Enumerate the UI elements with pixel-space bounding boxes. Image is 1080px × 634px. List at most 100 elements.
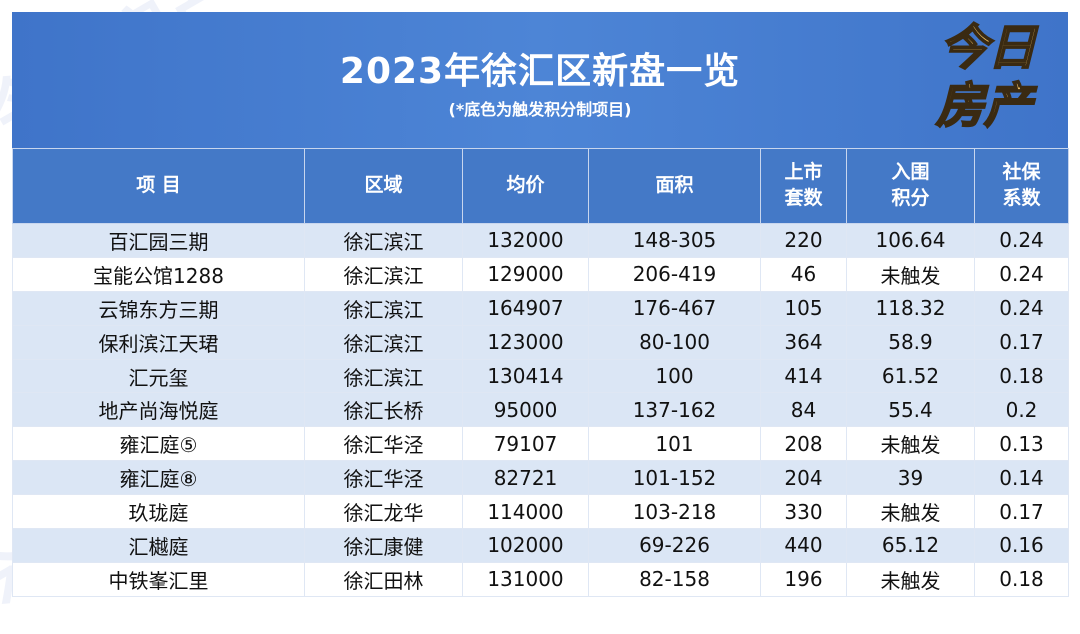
page-title: 2023年徐汇区新盘一览 <box>339 51 741 92</box>
logo-text-bottom: 房产 <box>935 78 1033 134</box>
price-cell: 132000 <box>462 223 589 258</box>
table-row: 汇元玺 徐汇滨江 130414 100 414 61.52 0.18 <box>12 358 1069 394</box>
area-cell: 徐汇滨江 <box>304 223 463 258</box>
column-header: 入围 积分 <box>846 148 975 224</box>
column-header: 均价 <box>462 148 589 224</box>
ratio-cell: 0.14 <box>974 460 1069 496</box>
ratio-cell: 0.13 <box>974 426 1069 462</box>
size-cell: 80-100 <box>588 324 761 360</box>
units-cell: 440 <box>760 528 847 563</box>
price-cell: 164907 <box>462 290 589 326</box>
project-name-cell: 汇樾庭 <box>12 528 305 563</box>
score-cell: 106.64 <box>846 223 975 258</box>
ratio-cell: 0.2 <box>974 392 1069 428</box>
size-cell: 103-218 <box>588 494 761 530</box>
units-cell: 330 <box>760 494 847 530</box>
table-header-row: 项 目区域 均价 面积 上市 套数 入围 积分 社保 系数 <box>12 148 1069 224</box>
units-cell: 220 <box>760 223 847 258</box>
score-cell: 58.9 <box>846 324 975 360</box>
size-cell: 101-152 <box>588 460 761 496</box>
title-banner: 2023年徐汇区新盘一览 (*底色为触发积分制项目) 今日 房产 <box>12 12 1068 148</box>
size-cell: 206-419 <box>588 256 761 292</box>
area-cell: 徐汇滨江 <box>304 290 463 326</box>
units-cell: 84 <box>760 392 847 428</box>
table-row: 云锦东方三期 徐汇滨江 164907 176-467 105 118.32 0.24 <box>12 290 1069 326</box>
column-header: 上市 套数 <box>760 148 847 224</box>
units-cell: 208 <box>760 426 847 462</box>
column-header: 社保 系数 <box>974 148 1069 224</box>
size-cell: 137-162 <box>588 392 761 428</box>
brand-logo: 今日 房产 <box>935 20 1054 144</box>
score-cell: 118.32 <box>846 290 975 326</box>
area-cell: 徐汇康健 <box>304 528 463 563</box>
score-cell: 未触发 <box>846 494 975 530</box>
size-cell: 100 <box>588 358 761 394</box>
project-name-cell: 宝能公馆1288 <box>12 256 305 292</box>
table-row: 雍汇庭⑤ 徐汇华泾 79107 101 208 未触发 0.13 <box>12 426 1069 462</box>
price-cell: 130414 <box>462 358 589 394</box>
size-cell: 148-305 <box>588 223 761 258</box>
size-cell: 101 <box>588 426 761 462</box>
project-name-cell: 中铁峯汇里 <box>12 561 305 597</box>
score-cell: 未触发 <box>846 561 975 597</box>
price-cell: 114000 <box>462 494 589 530</box>
ratio-cell: 0.16 <box>974 528 1069 563</box>
area-cell: 徐汇滨江 <box>304 324 463 360</box>
price-cell: 79107 <box>462 426 589 462</box>
size-cell: 82-158 <box>588 561 761 597</box>
units-cell: 364 <box>760 324 847 360</box>
projects-table: 项 目区域 均价 面积 上市 套数 入围 积分 社保 系数 百汇园三期 徐汇滨江 132000… <box>12 148 1069 597</box>
area-cell: 徐汇田林 <box>304 561 463 597</box>
units-cell: 204 <box>760 460 847 496</box>
column-header: 区域 <box>304 148 463 224</box>
table-row: 宝能公馆1288 徐汇滨江 129000 206-419 46 未触发 0.24 <box>12 256 1069 292</box>
score-cell: 65.12 <box>846 528 975 563</box>
project-name-cell: 保利滨江天珺 <box>12 324 305 360</box>
table-row: 玖珑庭 徐汇龙华 114000 103-218 330 未触发 0.17 <box>12 494 1069 530</box>
table-row: 中铁峯汇里 徐汇田林 131000 82-158 196 未触发 0.18 <box>12 561 1069 597</box>
price-cell: 129000 <box>462 256 589 292</box>
area-cell: 徐汇长桥 <box>304 392 463 428</box>
price-cell: 82721 <box>462 460 589 496</box>
price-cell: 95000 <box>462 392 589 428</box>
ratio-cell: 0.24 <box>974 290 1069 326</box>
project-name-cell: 雍汇庭⑧ <box>12 460 305 496</box>
project-name-cell: 雍汇庭⑤ <box>12 426 305 462</box>
size-cell: 176-467 <box>588 290 761 326</box>
content-panel: 2023年徐汇区新盘一览 (*底色为触发积分制项目) 今日 房产 项 目区域 均价… <box>12 12 1069 608</box>
price-cell: 131000 <box>462 561 589 597</box>
units-cell: 196 <box>760 561 847 597</box>
project-name-cell: 云锦东方三期 <box>12 290 305 326</box>
area-cell: 徐汇滨江 <box>304 358 463 394</box>
project-name-cell: 百汇园三期 <box>12 223 305 258</box>
area-cell: 徐汇龙华 <box>304 494 463 530</box>
score-cell: 39 <box>846 460 975 496</box>
ratio-cell: 0.18 <box>974 561 1069 597</box>
score-cell: 未触发 <box>846 256 975 292</box>
units-cell: 414 <box>760 358 847 394</box>
area-cell: 徐汇华泾 <box>304 460 463 496</box>
ratio-cell: 0.17 <box>974 494 1069 530</box>
project-name-cell: 玖珑庭 <box>12 494 305 530</box>
column-header: 面积 <box>588 148 761 224</box>
size-cell: 69-226 <box>588 528 761 563</box>
table-body: 百汇园三期 徐汇滨江 132000 148-305 220 106.64 0.24 宝能公馆1… <box>12 223 1069 597</box>
project-name-cell: 汇元玺 <box>12 358 305 394</box>
table-row: 百汇园三期 徐汇滨江 132000 148-305 220 106.64 0.24 <box>12 223 1069 258</box>
score-cell: 未触发 <box>846 426 975 462</box>
units-cell: 46 <box>760 256 847 292</box>
area-cell: 徐汇华泾 <box>304 426 463 462</box>
price-cell: 123000 <box>462 324 589 360</box>
ratio-cell: 0.24 <box>974 223 1069 258</box>
ratio-cell: 0.18 <box>974 358 1069 394</box>
area-cell: 徐汇滨江 <box>304 256 463 292</box>
page-subtitle: (*底色为触发积分制项目) <box>448 100 632 119</box>
score-cell: 61.52 <box>846 358 975 394</box>
score-cell: 55.4 <box>846 392 975 428</box>
logo-text-top: 今日 <box>939 20 1037 76</box>
price-cell: 102000 <box>462 528 589 563</box>
ratio-cell: 0.17 <box>974 324 1069 360</box>
project-name-cell: 地产尚海悦庭 <box>12 392 305 428</box>
table-row: 地产尚海悦庭 徐汇长桥 95000 137-162 84 55.4 0.2 <box>12 392 1069 428</box>
table-row: 雍汇庭⑧ 徐汇华泾 82721 101-152 204 39 0.14 <box>12 460 1069 496</box>
